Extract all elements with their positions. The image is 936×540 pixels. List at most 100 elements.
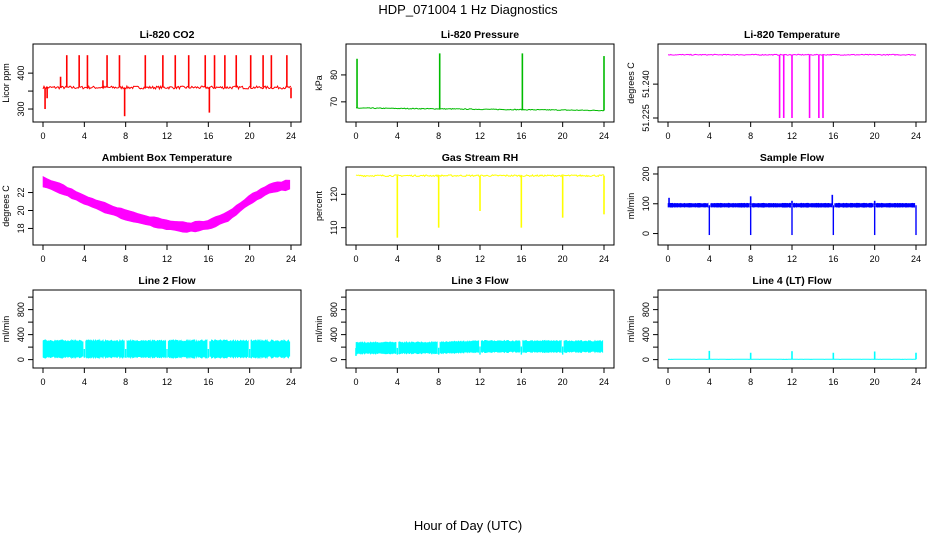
y-tick-label: 200: [641, 166, 651, 181]
y-axis-label: ml/min: [1, 316, 11, 343]
series-band: [480, 339, 521, 354]
series-band: [167, 338, 208, 360]
x-tick-label: 16: [828, 131, 838, 141]
panel-line-3-flow: Line 3 Flow ml/min 0 4 8 12 16 20 24 0 400 800: [314, 275, 615, 387]
y-tick-label: 0: [641, 231, 651, 236]
x-tick-label: 4: [707, 377, 712, 387]
y-axis-label: percent: [314, 190, 324, 221]
y-tick-label: 70: [329, 97, 339, 107]
panel-title: Line 4 (LT) Flow: [752, 275, 832, 287]
x-tick-label: 4: [707, 254, 712, 264]
x-tick-label: 8: [748, 377, 753, 387]
series-band: [42, 339, 84, 359]
x-tick-label: 4: [82, 377, 87, 387]
y-tick-label: 51.240: [641, 70, 651, 98]
x-tick-label: 4: [82, 254, 87, 264]
x-tick-label: 20: [245, 377, 255, 387]
panel-li-820-co2: Li-820 CO2 Licor ppm 0 4 8 12 16 20 24 300 400: [1, 29, 302, 141]
series-band: [710, 202, 750, 208]
x-tick-label: 0: [665, 254, 670, 264]
series-band: [250, 338, 291, 360]
x-tick-label: 16: [516, 377, 526, 387]
series-band: [834, 202, 874, 208]
y-tick-label: 0: [329, 357, 339, 362]
x-tick-label: 8: [123, 377, 128, 387]
series-band: [875, 202, 916, 208]
y-tick-label: 400: [329, 327, 339, 342]
series-band: [126, 338, 167, 360]
x-tick-label: 16: [203, 254, 213, 264]
x-tick-label: 8: [123, 254, 128, 264]
figure-title: HDP_071004 1 Hz Diagnostics: [378, 2, 558, 17]
y-tick-label: 300: [16, 102, 26, 117]
x-tick-label: 20: [558, 131, 568, 141]
x-tick-label: 8: [123, 131, 128, 141]
series-band: [398, 340, 438, 355]
y-tick-label: 18: [16, 223, 26, 233]
x-tick-label: 24: [286, 254, 296, 264]
x-axis-caption: Hour of Day (UTC): [413, 518, 523, 533]
panel-title: Line 2 Flow: [138, 275, 196, 287]
y-tick-label: 400: [16, 66, 26, 81]
y-tick-label: 51.225: [641, 104, 651, 132]
x-tick-label: 0: [40, 254, 45, 264]
x-tick-label: 4: [395, 377, 400, 387]
y-tick-label: 22: [16, 188, 26, 198]
y-tick-label: 0: [641, 357, 651, 362]
x-tick-label: 8: [748, 254, 753, 264]
x-tick-label: 24: [599, 254, 609, 264]
plot-frame: [345, 289, 615, 369]
panel-li-820-temperature: Li-820 Temperature degrees C 0 4 8 12 16 20 24 51…: [626, 29, 927, 141]
x-tick-label: 12: [475, 131, 485, 141]
y-tick-label: 400: [641, 327, 651, 342]
series-band: [355, 341, 397, 355]
x-tick-label: 20: [870, 254, 880, 264]
x-tick-label: 16: [203, 131, 213, 141]
x-tick-label: 8: [436, 254, 441, 264]
panel-title: Sample Flow: [760, 152, 825, 164]
series-band: [667, 202, 709, 208]
x-tick-label: 8: [436, 131, 441, 141]
panel-title: Li-820 CO2: [140, 29, 195, 41]
x-tick-label: 24: [911, 377, 921, 387]
series-band: [85, 338, 125, 360]
x-tick-label: 20: [558, 377, 568, 387]
series-band: [42, 175, 291, 233]
y-axis-label: ml/min: [626, 316, 636, 343]
plot-frame: [32, 166, 302, 246]
panel-title: Ambient Box Temperature: [102, 152, 233, 164]
x-tick-label: 24: [286, 131, 296, 141]
x-tick-label: 20: [870, 131, 880, 141]
panel-title: Li-820 Pressure: [441, 29, 519, 41]
x-tick-label: 12: [787, 254, 797, 264]
x-tick-label: 16: [516, 254, 526, 264]
x-tick-label: 24: [599, 377, 609, 387]
plot-frame: [32, 43, 302, 123]
x-tick-label: 4: [395, 254, 400, 264]
y-tick-label: 400: [16, 327, 26, 342]
x-tick-label: 4: [395, 131, 400, 141]
x-tick-label: 24: [286, 377, 296, 387]
y-axis-label: ml/min: [314, 316, 324, 343]
y-tick-label: 120: [329, 187, 339, 202]
x-tick-label: 0: [353, 254, 358, 264]
panel-ambient-box-temperature: Ambient Box Temperature degrees C 0 4 8 12 16 2…: [1, 152, 302, 264]
panel-gas-stream-rh: Gas Stream RH percent 0 4 8 12 16 20 24 110 120: [314, 152, 615, 264]
x-tick-label: 12: [475, 254, 485, 264]
x-tick-label: 12: [162, 254, 172, 264]
y-tick-label: 80: [329, 70, 339, 80]
x-tick-label: 8: [436, 377, 441, 387]
series-band: [563, 339, 604, 354]
y-tick-label: 800: [16, 302, 26, 317]
x-tick-label: 12: [162, 131, 172, 141]
x-tick-label: 0: [353, 377, 358, 387]
y-axis-label: degrees C: [626, 62, 636, 104]
panel-title: Gas Stream RH: [442, 152, 518, 164]
x-tick-label: 12: [162, 377, 172, 387]
x-tick-label: 0: [353, 131, 358, 141]
x-tick-label: 12: [787, 377, 797, 387]
series-line: [42, 84, 292, 91]
x-tick-label: 20: [245, 254, 255, 264]
x-tick-label: 0: [665, 377, 670, 387]
